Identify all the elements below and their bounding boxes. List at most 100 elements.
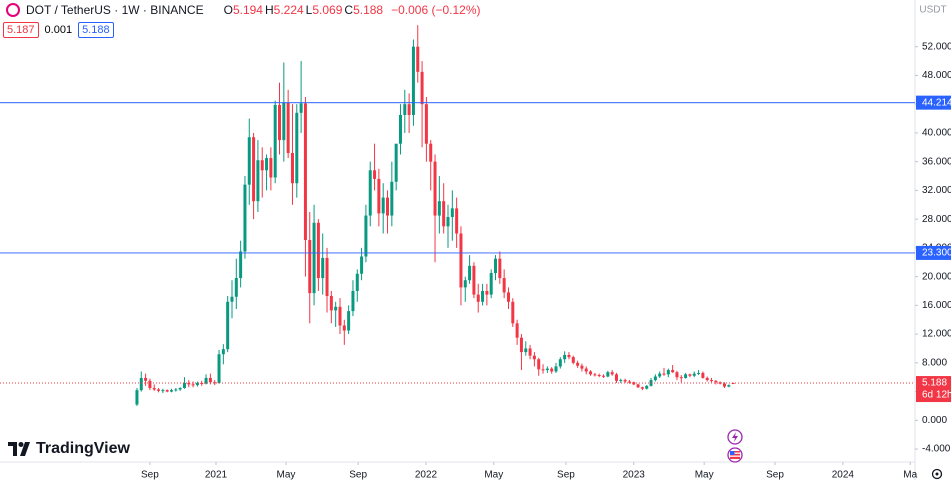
candle-body [710, 380, 714, 382]
y-tick-label: 12.000 [922, 329, 951, 340]
candle-body [381, 197, 385, 214]
change: −0.006 (−0.12%) [391, 3, 481, 17]
ohlc-key: C [344, 3, 354, 17]
candle-body [494, 258, 498, 274]
candle-body [403, 104, 407, 115]
candle-body [701, 372, 705, 378]
last-price-box [916, 376, 951, 403]
candle-body [468, 265, 472, 281]
candle-body [148, 380, 152, 388]
candle-body [278, 104, 282, 141]
candle-body [645, 385, 649, 389]
candle-body [584, 368, 588, 372]
candle-body [243, 184, 247, 252]
candle-body [312, 222, 316, 294]
candle-body [411, 46, 415, 115]
candle-body [373, 170, 377, 179]
candle-body [515, 323, 519, 338]
candle-body [528, 348, 532, 356]
x-tick-label: Sep [557, 470, 575, 480]
candle-body [714, 380, 718, 383]
y-tick-label: 28.000 [922, 214, 951, 225]
x-tick-label: Ma [903, 470, 917, 480]
candle-body [727, 385, 731, 387]
candle-body [195, 382, 199, 386]
candle-body [640, 387, 644, 389]
candle-body [299, 103, 303, 113]
x-tick-label: May [484, 470, 503, 480]
candle-body [165, 390, 169, 392]
candle-body [524, 348, 528, 353]
y-tick-label: 0.000 [922, 415, 947, 426]
quote-boxes: 5.187 0.001 5.188 [3, 22, 114, 38]
y-tick-label: 32.000 [922, 185, 951, 196]
candle-body [208, 377, 212, 383]
candle-body [463, 280, 467, 288]
price-label-box [916, 245, 951, 260]
spread: 0.001 [44, 24, 73, 36]
candle-body [597, 375, 601, 377]
candle-body [610, 372, 614, 375]
candle-body [722, 383, 726, 387]
candle-body [286, 102, 290, 154]
candle-body [157, 389, 161, 391]
candle-body [329, 296, 333, 311]
candle-body [589, 371, 593, 375]
x-tick-label: May [277, 470, 296, 480]
candle-body [450, 208, 454, 217]
candle-body [347, 311, 351, 331]
candle-body [182, 382, 186, 388]
candle-body [684, 374, 688, 378]
candle-body [273, 104, 277, 178]
candle-body [636, 384, 640, 388]
candle-body [541, 369, 545, 371]
candle-body [671, 370, 675, 373]
x-tick-label: Sep [349, 470, 367, 480]
candle-body [433, 161, 437, 216]
candle-body [394, 143, 398, 182]
ohlc-value: 5.224 [273, 3, 304, 17]
candle-body [152, 387, 156, 390]
candle-body [174, 389, 178, 391]
candle-body [170, 390, 174, 392]
candle-body [252, 137, 256, 202]
candle-body [368, 170, 372, 216]
candle-body [563, 354, 567, 360]
ohlc: O5.194 H5.224 L5.069 C5.188 [224, 3, 386, 17]
price-label: 23.300 [922, 248, 951, 259]
legend: DOT / TetherUS · 1W · BINANCE O5.194 H5.2… [6, 3, 483, 17]
candle-body [627, 381, 631, 383]
ohlc-key: O [223, 3, 233, 17]
price-label-box [916, 95, 951, 110]
candle-body [576, 362, 580, 366]
settings-icon[interactable] [931, 468, 943, 480]
candle-body [416, 46, 420, 72]
candle-body [316, 222, 320, 279]
candle-body [602, 375, 606, 377]
candle-body [446, 216, 450, 227]
candle-body [424, 104, 428, 144]
candle-body [295, 112, 299, 184]
candle-body [230, 296, 234, 302]
candle-body [614, 374, 618, 381]
y-tick-label: 20.000 [922, 271, 951, 282]
candle-body [377, 178, 381, 214]
candle-body [217, 354, 221, 383]
candle-body [498, 258, 502, 279]
candle-body [731, 383, 735, 385]
candle-body [239, 251, 243, 279]
brand-name: TradingView [36, 440, 130, 457]
candle-body [282, 102, 286, 141]
candle-body [398, 114, 402, 144]
candle-body [623, 380, 627, 382]
candle-body [511, 301, 515, 324]
candle-body [476, 294, 480, 302]
candle-body [420, 71, 424, 105]
candle-body [697, 372, 701, 374]
ohlc-value: 5.069 [312, 3, 343, 17]
y-tick-label: 40.000 [922, 128, 951, 139]
candle-body [506, 292, 510, 302]
candle-body [692, 373, 696, 376]
ohlc-value: 5.188 [353, 3, 384, 17]
